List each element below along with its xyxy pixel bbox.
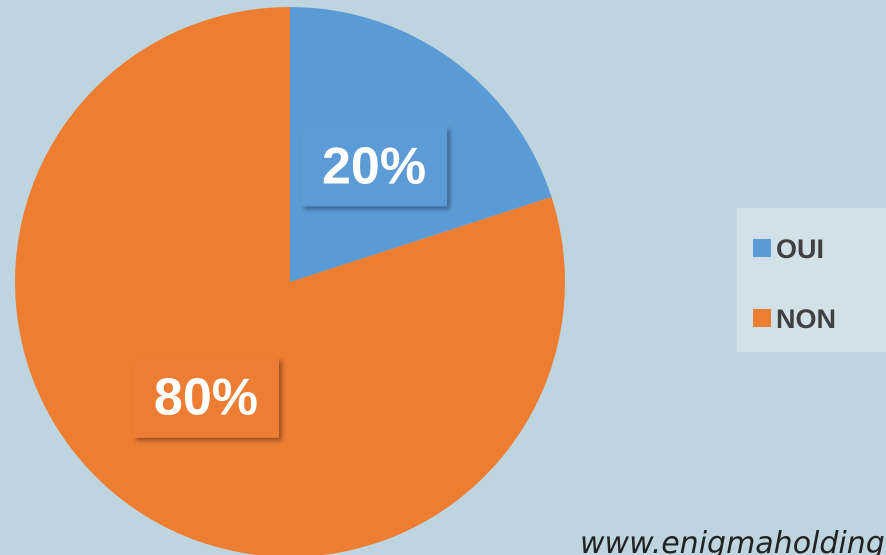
watermark: www.enigmaholding.net <box>580 526 886 555</box>
legend-label: OUI <box>776 234 824 264</box>
data-label: 20% <box>322 137 426 195</box>
data-labels: 20% 80% <box>132 126 448 438</box>
pie <box>15 7 565 555</box>
legend-swatch <box>753 239 771 257</box>
legend-box <box>737 208 886 352</box>
data-label: 80% <box>154 369 258 427</box>
legend-label: NON <box>776 304 836 334</box>
legend: OUI NON <box>753 234 836 334</box>
legend-swatch <box>753 309 771 327</box>
data-label-box <box>301 126 448 207</box>
data-label-box <box>132 357 279 438</box>
